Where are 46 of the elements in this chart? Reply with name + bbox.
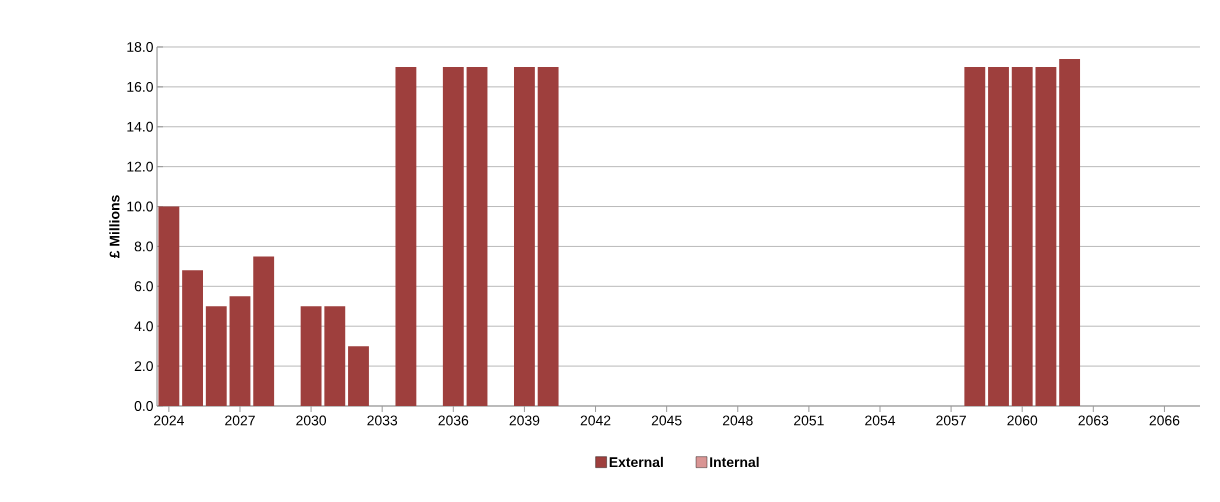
x-tick-label: 2048 xyxy=(722,415,753,426)
bar xyxy=(395,66,417,406)
y-tick-label: 4.0 xyxy=(134,321,153,332)
bar xyxy=(324,306,346,406)
bar xyxy=(537,66,559,406)
legend-label: Internal xyxy=(710,456,759,468)
x-tick-label: 2066 xyxy=(1149,415,1180,426)
bar xyxy=(229,296,251,406)
bar xyxy=(158,206,180,406)
y-tick-label: 12.0 xyxy=(127,161,153,172)
x-tick-label: 2042 xyxy=(580,415,611,426)
y-tick-label: 2.0 xyxy=(134,361,153,372)
x-tick-label: 2039 xyxy=(509,415,540,426)
bar xyxy=(442,66,464,406)
x-tick-label: 2030 xyxy=(296,415,327,426)
y-tick-label: 18.0 xyxy=(127,42,153,52)
y-tick-label: 8.0 xyxy=(134,241,153,252)
bar xyxy=(1059,58,1081,406)
x-tick-label: 2054 xyxy=(865,415,896,426)
x-tick-label: 2045 xyxy=(651,415,682,426)
x-tick-label: 2024 xyxy=(154,415,184,426)
x-tick-label: 2063 xyxy=(1078,415,1109,426)
bar xyxy=(253,256,275,406)
bar xyxy=(182,270,203,406)
bar xyxy=(348,346,369,406)
x-tick-label: 2027 xyxy=(225,415,255,426)
bar xyxy=(1011,66,1033,406)
x-tick-label: 2060 xyxy=(1007,415,1038,426)
y-tick-label: 6.0 xyxy=(134,281,153,292)
bar xyxy=(1035,66,1057,406)
y-axis-title: £ Millions xyxy=(109,195,120,259)
bar xyxy=(300,306,322,406)
x-tick-label: 2033 xyxy=(367,415,398,426)
bar xyxy=(514,66,535,406)
y-tick-label: 10.0 xyxy=(127,201,153,212)
y-tick-label: 16.0 xyxy=(127,81,153,92)
bar xyxy=(964,66,986,406)
y-tick-label: 0.0 xyxy=(134,401,153,411)
y-tick-label: 14.0 xyxy=(127,121,153,132)
x-tick-label: 2036 xyxy=(438,415,469,426)
x-tick-label: 2051 xyxy=(794,415,824,426)
bar xyxy=(205,306,227,406)
x-tick-label: 2057 xyxy=(936,415,966,426)
bar xyxy=(988,66,1009,406)
legend-label: External xyxy=(609,456,663,468)
bar xyxy=(466,66,488,406)
